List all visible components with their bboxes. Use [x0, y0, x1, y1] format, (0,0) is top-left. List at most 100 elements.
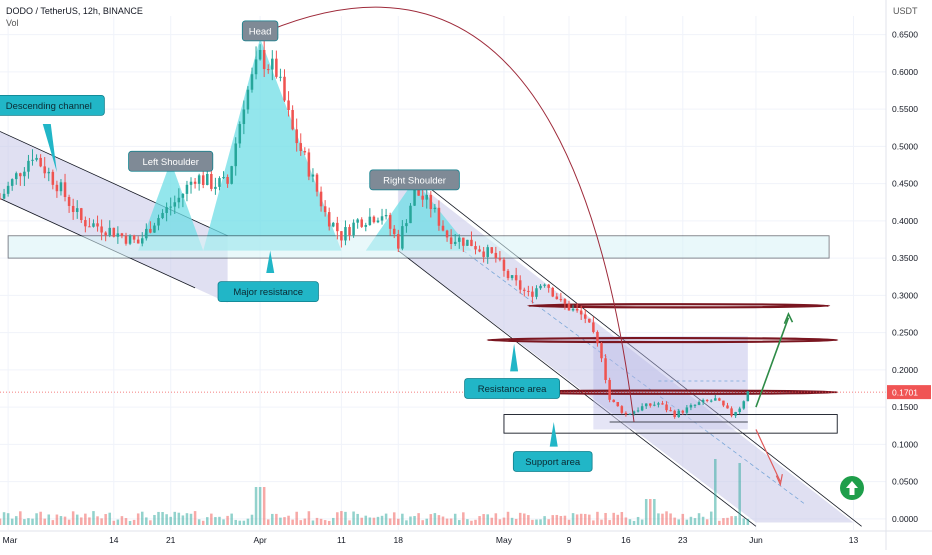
- candle-body: [636, 410, 640, 412]
- consolidation-box: [593, 336, 748, 430]
- volume-bar: [498, 519, 502, 525]
- candle-body: [649, 403, 652, 406]
- volume-bar: [222, 519, 225, 525]
- volume-bar: [75, 514, 79, 525]
- volume-bar: [441, 516, 445, 525]
- candle-body: [201, 175, 205, 185]
- candle-body: [453, 241, 457, 244]
- candle-body: [145, 228, 148, 239]
- candle-body: [510, 275, 514, 279]
- y-tick-label: 0.1500: [892, 402, 918, 412]
- volume-bar: [474, 519, 477, 525]
- volume-bar: [295, 511, 298, 525]
- volume-bar: [466, 519, 469, 525]
- candle-body: [120, 233, 124, 236]
- candle-body: [43, 166, 46, 174]
- candle-body: [596, 331, 599, 344]
- candle-body: [340, 231, 343, 241]
- candle-body: [714, 398, 717, 401]
- volume-bar: [429, 514, 433, 525]
- candle-body: [551, 287, 554, 297]
- volume-bar: [653, 499, 656, 525]
- bullish-arrow-head: [783, 312, 794, 324]
- volume-bar: [136, 513, 140, 525]
- x-tick-label: 14: [109, 535, 119, 545]
- major-resistance-zone: [7, 235, 830, 259]
- candle-body: [132, 235, 136, 240]
- candle-body: [197, 175, 201, 184]
- candle-body: [592, 322, 595, 332]
- candle-body: [405, 223, 408, 227]
- x-tick-label: 11: [337, 535, 346, 545]
- candle-body: [104, 232, 107, 236]
- candle-body: [397, 234, 400, 249]
- annotation-right-shoulder: Right Shoulder: [383, 175, 446, 186]
- volume-bar: [697, 513, 701, 525]
- volume-bar: [738, 463, 741, 525]
- candle-body: [575, 308, 579, 311]
- volume-bar: [722, 518, 725, 525]
- candle-body: [604, 358, 607, 380]
- candle-body: [421, 195, 424, 200]
- volume-bar: [128, 520, 132, 525]
- candle-body: [413, 187, 416, 206]
- candle-body: [303, 151, 307, 153]
- candle-body: [348, 227, 351, 236]
- channel-right-lower: [398, 250, 757, 527]
- candle-body: [624, 412, 628, 415]
- volume-bar: [405, 520, 408, 525]
- candle-body: [193, 181, 197, 184]
- volume-bar: [567, 519, 571, 525]
- y-tick-label: 0.0500: [892, 477, 918, 487]
- volume-bar: [104, 514, 107, 525]
- candle-body: [588, 318, 591, 323]
- candle-body: [352, 222, 355, 236]
- annotation-head-box: [241, 20, 279, 42]
- arrow-up-circle-icon[interactable]: [840, 476, 864, 500]
- volume-bar: [96, 516, 99, 525]
- candle-body: [319, 191, 323, 207]
- x-tick-label: Apr: [253, 535, 266, 545]
- volume-bar: [384, 513, 388, 525]
- volume-bar: [600, 519, 603, 525]
- volume-bar: [71, 511, 75, 525]
- candle-body: [616, 402, 620, 407]
- candle-body: [230, 166, 233, 184]
- volume-bars: [0, 459, 750, 525]
- candle-body: [527, 290, 530, 292]
- volume-bar: [315, 517, 319, 525]
- candle-body: [63, 182, 67, 198]
- volume-bar: [279, 517, 282, 525]
- candle-body: [718, 398, 721, 401]
- candle-body: [620, 406, 624, 413]
- candle-body: [157, 218, 160, 226]
- candle-body: [709, 400, 713, 402]
- candle-body: [323, 206, 327, 213]
- x-tick-label: May: [496, 535, 513, 545]
- volume-bar: [206, 517, 209, 525]
- candle-body: [726, 405, 729, 409]
- candle-body: [23, 171, 26, 177]
- y-tick-label: 0.6000: [892, 67, 918, 77]
- volume-bar: [437, 515, 441, 525]
- volume-bar: [734, 516, 737, 525]
- volume-bar: [226, 515, 229, 525]
- volume-bar: [421, 520, 424, 525]
- volume-bar: [63, 516, 67, 525]
- volume-bar: [425, 518, 429, 525]
- candle-body: [425, 194, 429, 200]
- volume-bar: [112, 520, 116, 525]
- candle-body: [47, 171, 51, 174]
- candle-body: [543, 284, 546, 286]
- volume-bar: [588, 514, 591, 525]
- candle-body: [669, 410, 672, 412]
- volume-bar: [449, 518, 453, 525]
- candle-body: [124, 235, 128, 244]
- candle-body: [242, 109, 246, 125]
- volume-bar: [332, 517, 335, 525]
- y-tick-label: 0.2000: [892, 365, 918, 375]
- volume-bar: [348, 520, 351, 525]
- candle-body: [523, 289, 526, 291]
- candle-body: [665, 404, 668, 411]
